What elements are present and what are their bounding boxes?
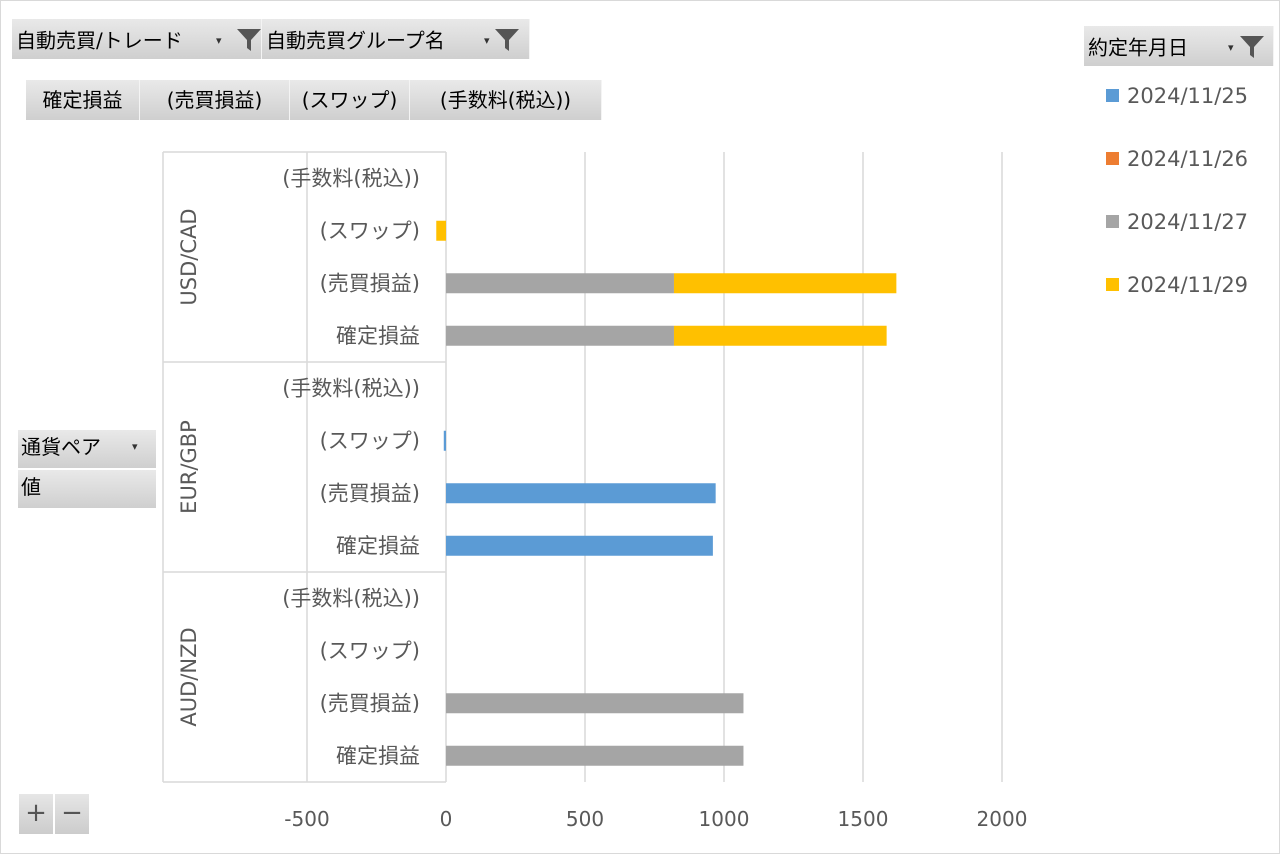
x-tick-label: 500 [566,807,604,831]
x-tick-label: 1000 [699,807,750,831]
dropdown-arrow-icon[interactable]: ▾ [216,34,222,47]
x-tick-label: 2000 [977,807,1028,831]
bar [446,325,674,346]
x-tick-label: 0 [440,807,453,831]
value-button-swap[interactable]: (スワップ) [290,80,410,120]
row-field-pair-label: 通貨ペア [21,435,101,459]
bar [446,535,713,556]
funnel-filter-icon[interactable] [494,27,520,53]
funnel-filter-icon[interactable] [236,27,262,53]
collapse-button[interactable]: − [55,794,89,834]
x-tick-label: 1500 [838,807,889,831]
category-label: (売買損益) [320,691,420,715]
bar [436,220,446,241]
value-button-trade-pl[interactable]: (売買損益) [140,80,290,120]
bar [673,273,897,294]
category-label: (売買損益) [320,271,420,295]
category-label: (手数料(税込)) [282,166,420,190]
legend-label: 2024/11/25 [1127,84,1249,108]
legend-label: 2024/11/26 [1127,147,1249,171]
legend-label: 2024/11/27 [1127,210,1249,234]
filter-label-date: 約定年月日 [1088,35,1188,60]
legend-swatch [1106,152,1119,165]
funnel-filter-icon[interactable] [1239,34,1265,60]
expand-button[interactable]: + [19,794,53,834]
group-label: USD/CAD [177,208,201,305]
category-label: 確定損益 [336,534,420,558]
category-label: (手数料(税込)) [282,586,420,610]
category-label: 確定損益 [336,744,420,768]
legend-swatch [1106,89,1119,102]
legend-item: 2024/11/26 [1106,147,1248,171]
legend-item: 2024/11/27 [1106,210,1248,234]
category-label: (スワップ) [320,639,420,663]
category-label: (スワップ) [320,219,420,243]
filter-button-group[interactable]: 自動売買グループ名 ▾ [262,19,530,59]
value-button-fee[interactable]: (手数料(税込)) [410,80,602,120]
group-label: AUD/NZD [177,627,201,726]
legend-swatch [1106,278,1119,291]
filter-label-trade: 自動売買/トレード [16,28,183,53]
value-button-confirmed-pl[interactable]: 確定損益 [26,80,140,120]
dropdown-arrow-icon[interactable]: ▾ [484,34,490,47]
category-label: (スワップ) [320,429,420,453]
row-field-values[interactable]: 値 [18,470,156,508]
bar [446,273,674,294]
category-label: (手数料(税込)) [282,376,420,400]
group-label: EUR/GBP [177,420,201,514]
legend-swatch [1106,215,1119,228]
bar [673,325,887,346]
legend-item: 2024/11/29 [1106,273,1248,297]
row-field-pair[interactable]: 通貨ペア ▾ [18,430,156,468]
category-label: 確定損益 [336,324,420,348]
filter-button-date[interactable]: 約定年月日 ▾ [1084,26,1274,66]
bar [446,693,744,714]
dropdown-arrow-icon[interactable]: ▾ [1228,41,1234,54]
filter-button-trade[interactable]: 自動売買/トレード ▾ [12,19,262,59]
category-label: (売買損益) [320,481,420,505]
x-tick-label: -500 [284,807,329,831]
bar [443,430,446,451]
bar [446,483,716,504]
bar [446,745,744,766]
legend-label: 2024/11/29 [1127,273,1249,297]
dropdown-arrow-icon[interactable]: ▾ [132,440,138,453]
legend-item: 2024/11/25 [1106,84,1248,108]
row-field-values-label: 値 [21,475,41,499]
filter-label-group: 自動売買グループ名 [266,28,445,53]
